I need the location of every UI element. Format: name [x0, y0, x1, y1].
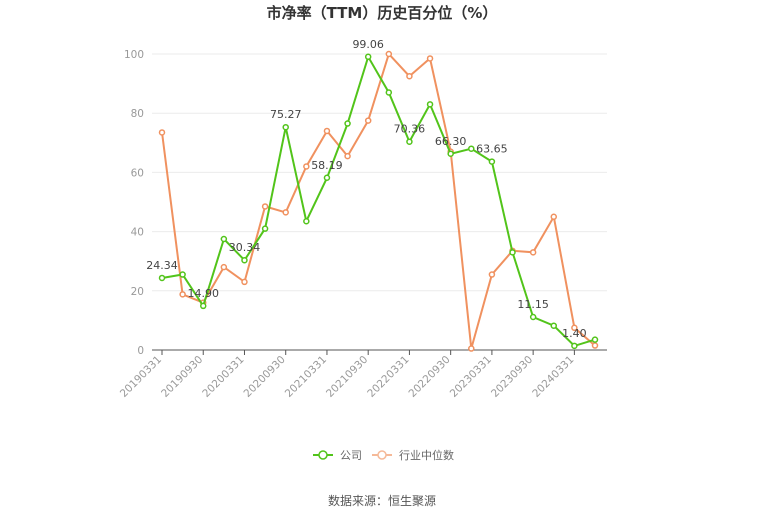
x-tick-label: 20200331: [200, 354, 246, 400]
legend-swatch-marker: [318, 450, 328, 460]
data-point: [591, 336, 599, 343]
data-point: [591, 342, 599, 349]
series-line: [161, 54, 596, 348]
series-line: [161, 52, 596, 349]
data-label: 1.40: [562, 327, 587, 340]
data-label: 66.30: [435, 135, 467, 148]
data-point: [364, 53, 372, 61]
data-point: [158, 274, 166, 282]
data-point: [426, 55, 434, 62]
x-tick-label: 20210930: [324, 354, 370, 400]
x-tick-label: 20190331: [118, 354, 164, 400]
data-point: [426, 101, 434, 108]
data-label: 14.90: [187, 287, 219, 300]
data-point: [385, 89, 393, 96]
data-point: [261, 225, 269, 232]
y-tick-label: 20: [131, 286, 144, 298]
data-label: 99.06: [352, 38, 384, 51]
data-point: [179, 291, 186, 298]
data-point: [323, 174, 331, 182]
y-tick-label: 100: [124, 49, 144, 61]
source-note: 数据来源：恒生聚源: [328, 493, 436, 508]
legend-label: 公司: [340, 449, 362, 462]
data-point: [282, 123, 289, 131]
series-company: [158, 53, 599, 350]
x-tick-label: 20220930: [407, 354, 453, 400]
data-point: [261, 203, 269, 210]
data-labels: 24.34 14.90 30.34 75.27 58.19 99.06 70.36 66.30…: [146, 38, 586, 340]
data-point: [529, 249, 537, 256]
data-point: [529, 313, 537, 321]
data-point: [406, 72, 413, 80]
legend-item-company[interactable]: 公司: [313, 449, 362, 462]
data-point: [179, 271, 186, 278]
data-point: [241, 278, 248, 286]
data-point: [488, 271, 496, 278]
x-tick-label: 20240331: [530, 354, 576, 400]
legend-label: 行业中位数: [399, 448, 454, 462]
series-lines: [158, 50, 599, 352]
data-point: [447, 150, 454, 158]
data-point: [344, 120, 351, 127]
data-point: [488, 158, 496, 165]
x-tick-label: 20190930: [159, 354, 205, 400]
x-tick-label: 20200930: [242, 354, 288, 400]
y-tick-label: 40: [131, 227, 144, 239]
data-label: 63.65: [476, 143, 508, 156]
data-label: 75.27: [270, 108, 302, 121]
x-tick-label: 20230930: [489, 354, 535, 400]
data-point: [220, 235, 228, 243]
x-tick-label: 20230331: [448, 354, 494, 400]
legend-item-industry-median[interactable]: 行业中位数: [372, 448, 454, 462]
data-point: [220, 263, 228, 271]
data-point: [364, 117, 372, 124]
data-point: [550, 213, 558, 221]
x-tick-label: 20210331: [283, 354, 329, 400]
data-point: [303, 163, 310, 170]
data-point: [468, 145, 475, 152]
data-point: [571, 324, 578, 332]
legend[interactable]: 公司 行业中位数: [313, 448, 454, 462]
data-point: [199, 302, 207, 310]
data-point: [303, 217, 310, 225]
y-tick-label: 80: [131, 108, 144, 120]
data-point: [344, 152, 351, 160]
data-point: [571, 342, 578, 350]
data-point: [385, 50, 393, 58]
axes: 0 20 40 60 80 100 2019033120190930202003312020…: [118, 49, 607, 400]
y-tick-label: 60: [131, 167, 144, 179]
y-tick-label: 0: [137, 345, 144, 357]
data-point: [158, 129, 166, 136]
data-point: [406, 138, 413, 145]
chart-title: 市净率（TTM）历史百分位（%）: [267, 4, 498, 22]
data-label: 70.36: [394, 123, 426, 136]
data-point: [241, 256, 248, 264]
data-label: 24.34: [146, 259, 178, 272]
data-label: 30.34: [229, 241, 261, 254]
x-tick-label: 20220331: [365, 354, 411, 400]
data-point: [468, 345, 475, 352]
data-point: [282, 209, 289, 216]
data-label: 58.19: [311, 159, 343, 172]
data-point: [550, 322, 558, 329]
legend-swatch-marker: [377, 450, 387, 460]
data-label: 11.15: [517, 298, 549, 311]
data-point: [323, 127, 331, 135]
data-point: [509, 249, 516, 256]
grid-lines: [152, 53, 607, 292]
